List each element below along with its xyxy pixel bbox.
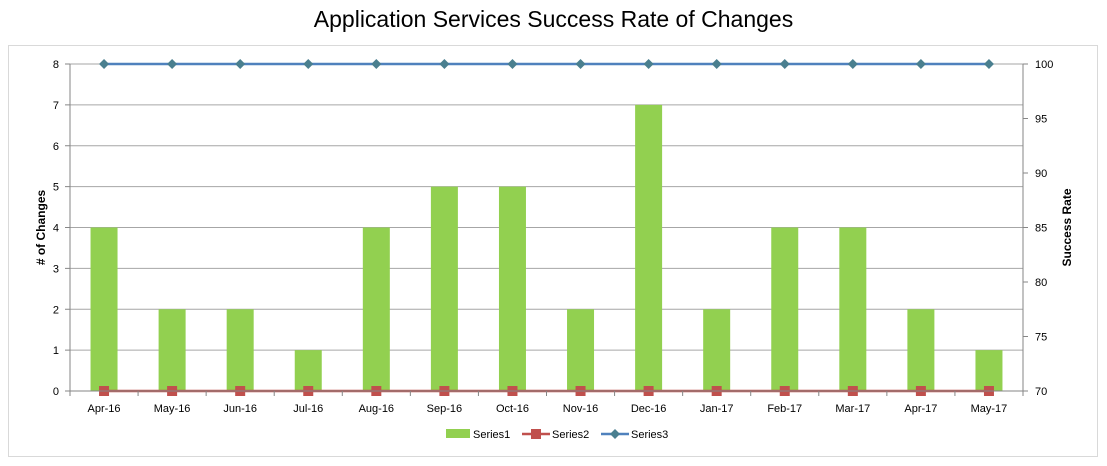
bar: [158, 309, 186, 391]
x-tick-label: Jun-16: [223, 403, 257, 415]
y2-tick-label: 95: [1035, 114, 1047, 126]
bar: [839, 227, 867, 391]
bar: [703, 309, 731, 391]
x-tick-label: May-16: [154, 403, 191, 415]
chart-title: Application Services Success Rate of Cha…: [313, 6, 794, 32]
bar: [635, 104, 663, 391]
y2-tick-label: 75: [1035, 332, 1047, 344]
y2-tick-label: 85: [1035, 223, 1047, 235]
bar: [294, 350, 322, 391]
legend-marker-series2: [531, 429, 541, 439]
bar: [567, 309, 595, 391]
bar: [430, 186, 458, 391]
x-tick-label: Nov-16: [563, 403, 598, 415]
bar: [771, 227, 799, 391]
legend-marker-series3: [610, 429, 620, 439]
bar: [907, 309, 935, 391]
y2-tick-label: 90: [1035, 168, 1047, 180]
series3-marker: [371, 59, 382, 69]
y2-tick-label: 100: [1035, 59, 1053, 71]
y-tick-label: 4: [53, 223, 59, 235]
series3-marker: [915, 59, 926, 69]
series3-marker: [439, 59, 450, 69]
y-tick-label: 5: [53, 182, 59, 194]
x-tick-label: Apr-16: [88, 403, 121, 415]
y2-tick-label: 80: [1035, 277, 1047, 289]
gridlines: [70, 63, 1023, 351]
series3-marker: [507, 59, 518, 69]
y-axis-title: # of Changes: [34, 190, 48, 266]
x-tick-label: Apr-17: [904, 403, 937, 415]
bar-series: [90, 104, 1003, 391]
bar: [90, 227, 118, 391]
series3-marker: [983, 59, 994, 69]
x-tick-label: Jan-17: [700, 403, 734, 415]
x-tick-label: Aug-16: [359, 403, 394, 415]
bar: [498, 186, 526, 391]
series3-marker: [575, 59, 586, 69]
x-tick-label: Oct-16: [496, 403, 529, 415]
series3-marker: [235, 59, 246, 69]
legend-swatch-series1: [446, 429, 470, 438]
bar: [362, 227, 390, 391]
axes: 0 1 2 3 4 5 6 7 8 70 75 80 85 90 95 100 Apr-16 May-16 Jun-…: [34, 59, 1074, 415]
y-tick-label: 2: [53, 304, 59, 316]
y-tick-label: 7: [53, 100, 59, 112]
series3-marker: [303, 59, 314, 69]
x-tick-label: May-17: [971, 403, 1008, 415]
bar: [226, 309, 254, 391]
legend-label-series2: Series2: [552, 429, 589, 441]
legend: Series1 Series2 Series3: [446, 429, 668, 441]
chart-frame: [8, 45, 1098, 457]
series3-marker: [167, 59, 178, 69]
x-tick-label: Dec-16: [631, 403, 666, 415]
legend-label-series1: Series1: [473, 429, 510, 441]
y-tick-label: 1: [53, 345, 59, 357]
x-tick-label: Sep-16: [427, 403, 462, 415]
y2-tick-label: 70: [1035, 386, 1047, 398]
y-tick-label: 8: [53, 59, 59, 71]
y-tick-label: 3: [53, 263, 59, 275]
x-tick-label: Feb-17: [767, 403, 802, 415]
y2-axis-title: Success Rate: [1060, 188, 1074, 266]
series3-marker: [711, 59, 722, 69]
y-tick-label: 0: [53, 386, 59, 398]
series3-marker: [643, 59, 654, 69]
bar: [975, 350, 1003, 391]
legend-label-series3: Series3: [631, 429, 668, 441]
x-tick-label: Jul-16: [293, 403, 323, 415]
y-tick-label: 6: [53, 141, 59, 153]
series3-marker: [99, 59, 110, 69]
series3-marker: [779, 59, 790, 69]
series3-marker: [847, 59, 858, 69]
x-tick-label: Mar-17: [835, 403, 870, 415]
